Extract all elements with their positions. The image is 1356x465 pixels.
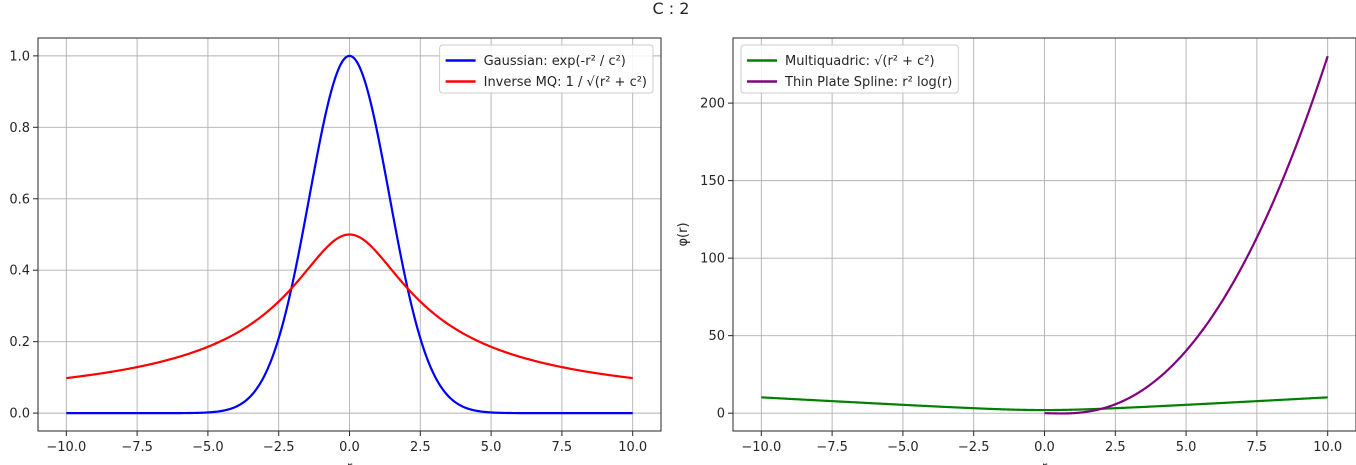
x-tick-label: 5.0	[481, 440, 502, 455]
y-tick-label: 0.8	[9, 121, 30, 136]
x-tick-label: −2.5	[263, 440, 295, 455]
x-tick-label: −10.0	[741, 440, 781, 455]
x-axis-label: r	[1042, 460, 1048, 465]
y-tick-label: 50	[708, 329, 725, 344]
x-tick-label: 7.5	[552, 440, 573, 455]
legend-label: Thin Plate Spline: r² log(r)	[784, 75, 952, 90]
x-tick-label: 0.0	[1034, 440, 1055, 455]
x-tick-label: −5.0	[887, 440, 919, 455]
x-tick-label: 10.0	[618, 440, 647, 455]
right-chart: −10.0 −7.5 −5.0 −2.5 0.0 2.5 5.0 7.5 10.0 0 50 100 1…	[676, 37, 1356, 465]
y-tick-label: 0.2	[9, 335, 30, 350]
y-tick-label: 0.4	[9, 264, 30, 279]
x-tick-label: 7.5	[1247, 440, 1268, 455]
x-tick-label: −7.5	[816, 440, 848, 455]
series-line-thin_plate_spline	[1044, 55, 1329, 415]
y-tick-label: 0.6	[9, 192, 30, 207]
x-tick-label: 10.0	[1313, 440, 1342, 455]
x-tick-label: 0.0	[339, 440, 360, 455]
y-tick-label: 0	[717, 407, 725, 422]
series-line-multiquadric	[761, 396, 1328, 412]
y-tick-label: 200	[700, 97, 725, 112]
y-axis-label: φ(r)	[676, 222, 691, 246]
figure-suptitle: C : 2	[653, 0, 690, 18]
y-tick-label: 0.0	[9, 407, 30, 422]
y-tick-label: 1.0	[9, 49, 30, 64]
legend-label: Gaussian: exp(-r² / c²)	[484, 54, 626, 69]
x-axis-label: r	[347, 460, 353, 465]
legend-box	[439, 44, 654, 94]
x-tick-label: −7.5	[121, 440, 153, 455]
legend: Multiquadric: √(r² + c²) Thin Plate Splin…	[740, 44, 959, 94]
x-tick-label: 2.5	[410, 440, 431, 455]
legend-label: Multiquadric: √(r² + c²)	[785, 54, 935, 69]
y-tick-label: 100	[700, 252, 725, 267]
legend: Gaussian: exp(-r² / c²) Inverse MQ: 1 / √…	[439, 44, 654, 94]
x-tick-label: 2.5	[1105, 440, 1126, 455]
series-line-inverse_multiquadric	[66, 233, 633, 380]
x-tick-label: −10.0	[46, 440, 86, 455]
legend-label: Inverse MQ: 1 / √(r² + c²)	[484, 75, 647, 90]
y-tick-label: 150	[700, 174, 725, 189]
x-tick-label: −5.0	[192, 440, 224, 455]
left-chart: −10.0 −7.5 −5.0 −2.5 0.0 2.5 5.0 7.5 10.0 0.0 0.2 0…	[9, 37, 662, 465]
legend-box	[740, 44, 959, 94]
x-tick-label: −2.5	[958, 440, 990, 455]
x-tick-label: 5.0	[1176, 440, 1197, 455]
series-line-gaussian	[66, 54, 633, 415]
